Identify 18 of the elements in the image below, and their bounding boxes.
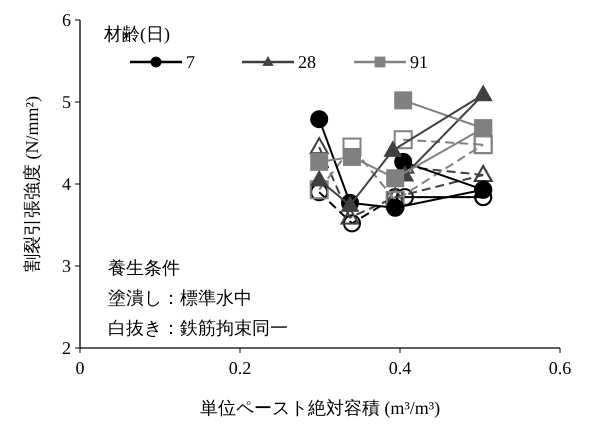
legend-label: 91	[410, 52, 428, 72]
x-axis-title: 単位ペースト絶対容積 (m³/m³)	[200, 398, 440, 418]
annotation: 養生条件	[108, 258, 180, 278]
y-tick-label: 6	[62, 10, 71, 30]
legend-title: 材齢(日)	[103, 24, 170, 44]
annotation: 白抜き：鉄筋拘束同一	[108, 318, 288, 338]
annotation: 塗潰し：標準水中	[108, 288, 252, 308]
x-tick-label: 0.2	[228, 358, 252, 378]
y-tick-label: 4	[62, 174, 71, 194]
legend-label: 28	[298, 52, 316, 72]
x-tick-label: 0.6	[548, 358, 572, 378]
legend-label: 7	[186, 52, 195, 72]
y-tick-label: 3	[62, 256, 71, 276]
x-tick-label: 0	[76, 358, 84, 378]
y-tick-label: 5	[62, 92, 71, 112]
y-axis-title: 割裂引張強度 (N/mm²)	[22, 96, 42, 272]
x-tick-label: 0.4	[388, 358, 412, 378]
y-tick-label: 2	[62, 338, 71, 358]
